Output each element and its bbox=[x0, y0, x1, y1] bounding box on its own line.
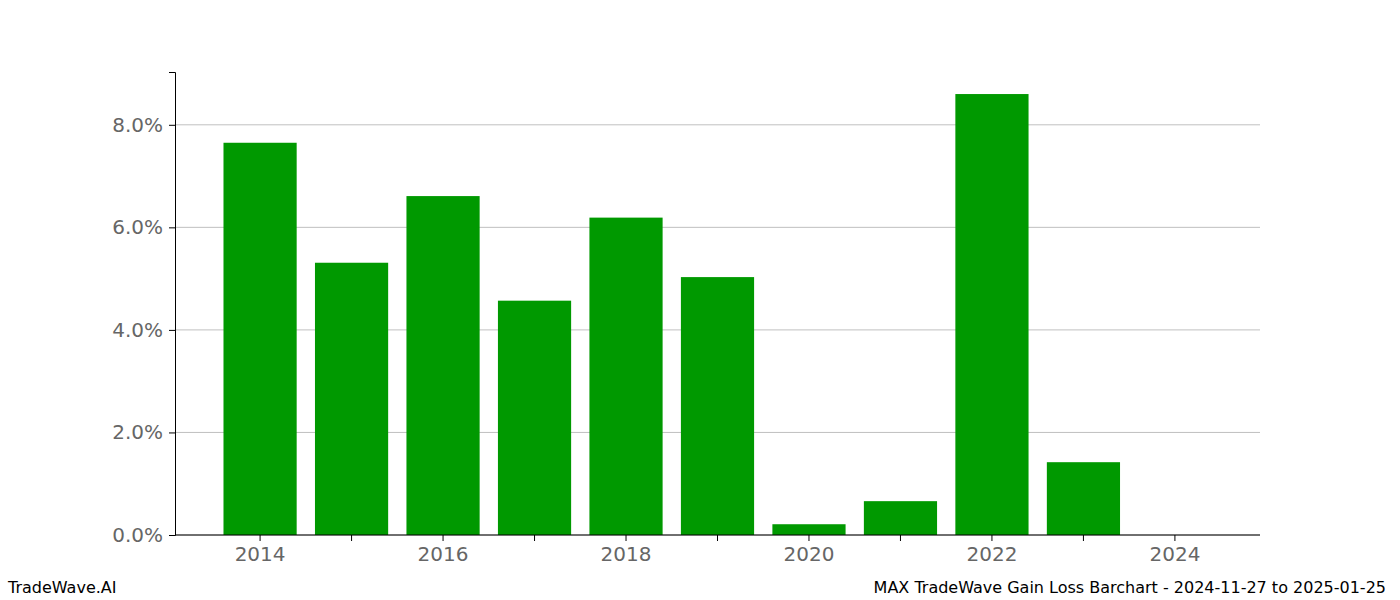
bar bbox=[589, 218, 662, 535]
x-axis: 2014 2016 2018 2020 2022 2024 bbox=[175, 535, 1260, 566]
y-tick-label: 4.0% bbox=[112, 318, 163, 342]
x-tick: 2022 bbox=[966, 535, 1017, 566]
x-tick bbox=[900, 535, 901, 541]
bar bbox=[498, 301, 571, 535]
grid-line bbox=[175, 227, 1260, 228]
y-tick-mark bbox=[169, 227, 175, 228]
bar bbox=[772, 524, 845, 535]
y-tick: 6.0% bbox=[112, 215, 175, 239]
x-tick bbox=[717, 535, 718, 541]
title: MAX TradeWave Gain Loss Barchart - 2024-… bbox=[874, 578, 1386, 597]
y-tick: 0.0% bbox=[112, 523, 175, 547]
bar bbox=[406, 196, 479, 535]
x-tick-mark bbox=[717, 535, 718, 541]
x-tick-mark bbox=[534, 535, 535, 541]
bar bbox=[223, 143, 296, 535]
x-tick-mark bbox=[900, 535, 901, 541]
y-tick-mark bbox=[169, 535, 175, 536]
x-tick-mark bbox=[991, 535, 992, 541]
y-tick: 2.0% bbox=[112, 420, 175, 444]
y-axis-line bbox=[169, 73, 176, 536]
y-tick-label: 8.0% bbox=[112, 113, 163, 137]
x-tick-mark bbox=[351, 535, 352, 541]
x-tick: 2016 bbox=[418, 535, 469, 566]
bars bbox=[223, 94, 1120, 535]
x-tick: 2014 bbox=[235, 535, 286, 566]
x-tick-mark bbox=[443, 535, 444, 541]
x-tick-mark bbox=[808, 535, 809, 541]
plot: 0.0% 2.0% 4.0% 6.0% 8.0% 2014 2016 2018 2020 2022… bbox=[112, 73, 1260, 567]
x-tick-label: 2016 bbox=[418, 542, 469, 566]
x-tick-label: 2018 bbox=[601, 542, 652, 566]
y-tick-mark bbox=[169, 330, 175, 331]
x-tick: 2018 bbox=[601, 535, 652, 566]
bar bbox=[1047, 462, 1120, 535]
x-tick-label: 2022 bbox=[966, 542, 1017, 566]
x-tick-mark bbox=[626, 535, 627, 541]
x-tick bbox=[351, 535, 352, 541]
y-axis: 0.0% 2.0% 4.0% 6.0% 8.0% bbox=[112, 73, 175, 547]
grid-line bbox=[175, 124, 1260, 125]
chart: 0.0% 2.0% 4.0% 6.0% 8.0% 2014 2016 2018 2020 2022… bbox=[0, 0, 1400, 600]
bar bbox=[315, 263, 388, 535]
y-tick-label: 6.0% bbox=[112, 215, 163, 239]
x-tick: 2020 bbox=[784, 535, 835, 566]
y-tick-mark bbox=[169, 125, 175, 126]
x-tick-mark bbox=[1174, 535, 1175, 541]
x-tick bbox=[534, 535, 535, 541]
y-tick: 8.0% bbox=[112, 113, 175, 137]
bar bbox=[864, 501, 937, 535]
x-tick-label: 2014 bbox=[235, 542, 286, 566]
y-tick: 4.0% bbox=[112, 318, 175, 342]
x-tick-mark bbox=[1083, 535, 1084, 541]
x-tick-mark bbox=[260, 535, 261, 541]
y-tick-label: 2.0% bbox=[112, 420, 163, 444]
x-tick-label: 2024 bbox=[1149, 542, 1200, 566]
x-tick bbox=[1083, 535, 1084, 541]
grid bbox=[175, 125, 1260, 535]
y-tick-mark bbox=[169, 432, 175, 433]
bar bbox=[681, 277, 754, 535]
x-tick: 2024 bbox=[1149, 535, 1200, 566]
annotation: TradeWave.AI bbox=[7, 578, 116, 597]
x-tick-label: 2020 bbox=[784, 542, 835, 566]
bar bbox=[955, 94, 1028, 535]
y-tick-label: 0.0% bbox=[112, 523, 163, 547]
